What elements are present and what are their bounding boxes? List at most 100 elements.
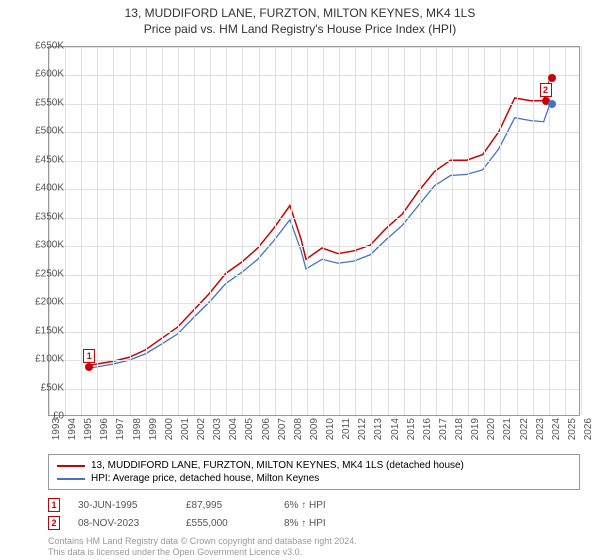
datapoint-row: 1 30-JUN-1995 £87,995 6% ↑ HPI: [48, 496, 374, 514]
x-axis-label: 1996: [99, 418, 110, 440]
legend-swatch: [57, 465, 85, 467]
gridline-v: [468, 47, 469, 415]
gridline-v: [146, 47, 147, 415]
attribution: Contains HM Land Registry data © Crown c…: [48, 536, 357, 558]
chart-marker: 2: [540, 83, 552, 97]
chart-container: 13, MUDDIFORD LANE, FURZTON, MILTON KEYN…: [0, 0, 600, 560]
gridline-v: [291, 47, 292, 415]
x-axis-label: 2020: [486, 418, 497, 440]
datapoint-marker: 1: [48, 498, 60, 512]
chart-marker: 1: [83, 349, 95, 363]
series-hpi: [89, 104, 550, 368]
attribution-line: Contains HM Land Registry data © Crown c…: [48, 536, 357, 547]
legend-item: HPI: Average price, detached house, Milt…: [57, 472, 571, 485]
legend: 13, MUDDIFORD LANE, FURZTON, MILTON KEYN…: [48, 454, 580, 490]
x-axis-label: 2016: [422, 418, 433, 440]
gridline-v: [323, 47, 324, 415]
datapoints: 1 30-JUN-1995 £87,995 6% ↑ HPI 2 08-NOV-…: [48, 496, 374, 532]
x-axis-label: 2004: [228, 418, 239, 440]
gridline-v: [371, 47, 372, 415]
x-axis-label: 2013: [373, 418, 384, 440]
gridline-v: [500, 47, 501, 415]
y-axis-label: £550K: [35, 97, 64, 108]
x-axis-label: 2010: [325, 418, 336, 440]
gridline-v: [162, 47, 163, 415]
datapoint-delta: 6% ↑ HPI: [284, 500, 374, 511]
y-axis-label: £600K: [35, 69, 64, 80]
x-axis-label: 1994: [67, 418, 78, 440]
gridline-v: [533, 47, 534, 415]
gridline-v: [565, 47, 566, 415]
gridline-v: [404, 47, 405, 415]
gridline-v: [259, 47, 260, 415]
x-axis-label: 2002: [196, 418, 207, 440]
gridline-v: [355, 47, 356, 415]
datapoint-marker: 2: [48, 516, 60, 530]
gridline-v: [339, 47, 340, 415]
attribution-line: This data is licensed under the Open Gov…: [48, 547, 357, 558]
legend-item: 13, MUDDIFORD LANE, FURZTON, MILTON KEYN…: [57, 459, 571, 472]
y-axis-label: £250K: [35, 268, 64, 279]
gridline-v: [436, 47, 437, 415]
legend-label: HPI: Average price, detached house, Milt…: [91, 473, 319, 484]
datapoint-date: 30-JUN-1995: [78, 500, 168, 511]
datapoint-date: 08-NOV-2023: [78, 518, 168, 529]
x-axis-label: 2008: [293, 418, 304, 440]
y-axis-label: £400K: [35, 183, 64, 194]
gridline-v: [452, 47, 453, 415]
x-axis-label: 2014: [390, 418, 401, 440]
gridline-v: [130, 47, 131, 415]
series-property: [89, 78, 550, 365]
gridline-v: [388, 47, 389, 415]
y-axis-label: £350K: [35, 211, 64, 222]
y-axis-label: £150K: [35, 325, 64, 336]
x-axis-label: 2012: [357, 418, 368, 440]
gridline-v: [194, 47, 195, 415]
x-axis-label: 2005: [244, 418, 255, 440]
gridline-v: [517, 47, 518, 415]
x-axis-label: 2000: [164, 418, 175, 440]
y-axis-label: £300K: [35, 240, 64, 251]
gridline-v: [210, 47, 211, 415]
datapoint-price: £87,995: [186, 500, 266, 511]
gridline-v: [307, 47, 308, 415]
x-axis-label: 2017: [438, 418, 449, 440]
gridline-v: [226, 47, 227, 415]
datapoint-row: 2 08-NOV-2023 £555,000 8% ↑ HPI: [48, 514, 374, 532]
gridline-v: [178, 47, 179, 415]
chart-title: 13, MUDDIFORD LANE, FURZTON, MILTON KEYN…: [0, 0, 600, 20]
gridline-v: [242, 47, 243, 415]
chart-endpoint: [548, 100, 556, 108]
x-axis-label: 1997: [115, 418, 126, 440]
chart-subtitle: Price paid vs. HM Land Registry's House …: [0, 20, 600, 36]
gridline-v: [484, 47, 485, 415]
datapoint-delta: 8% ↑ HPI: [284, 518, 374, 529]
x-axis-label: 2001: [180, 418, 191, 440]
y-axis-label: £450K: [35, 154, 64, 165]
x-axis-label: 2022: [519, 418, 530, 440]
plot-area: 12: [48, 46, 580, 416]
x-axis-label: 2015: [406, 418, 417, 440]
x-axis-label: 1995: [83, 418, 94, 440]
x-axis-label: 2019: [470, 418, 481, 440]
x-axis-label: 2009: [309, 418, 320, 440]
y-axis-label: £100K: [35, 354, 64, 365]
gridline-v: [81, 47, 82, 415]
gridline-v: [113, 47, 114, 415]
y-axis-label: £650K: [35, 41, 64, 52]
x-axis-label: 2006: [261, 418, 272, 440]
gridline-v: [97, 47, 98, 415]
gridline-v: [420, 47, 421, 415]
gridline-v: [275, 47, 276, 415]
gridline-v: [581, 47, 582, 415]
x-axis-label: 2003: [212, 418, 223, 440]
x-axis-label: 2025: [567, 418, 578, 440]
legend-label: 13, MUDDIFORD LANE, FURZTON, MILTON KEYN…: [91, 460, 464, 471]
x-axis-label: 2011: [341, 418, 352, 440]
datapoint-price: £555,000: [186, 518, 266, 529]
gridline-v: [65, 47, 66, 415]
chart-point: [85, 363, 93, 371]
y-axis-label: £50K: [41, 382, 64, 393]
x-axis-label: 2018: [454, 418, 465, 440]
chart-endpoint: [548, 74, 556, 82]
